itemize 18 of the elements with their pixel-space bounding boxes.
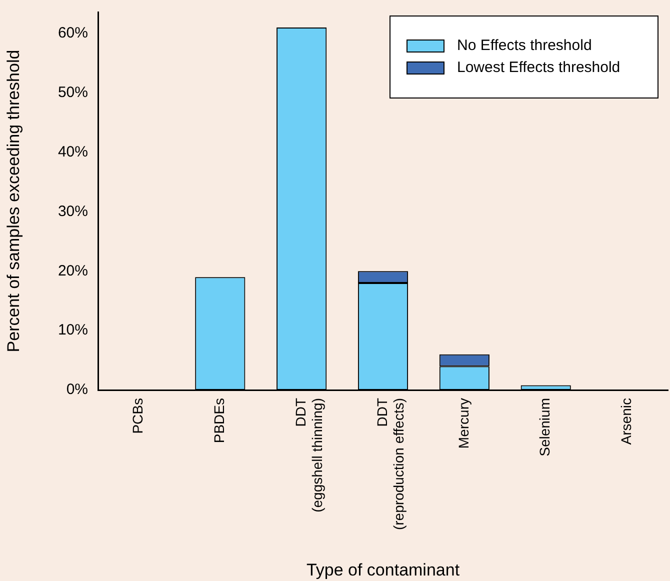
x-tick-label: Mercury [455,398,472,449]
y-tick-label: 10% [58,322,88,339]
y-tick-label: 30% [58,202,88,220]
x-tick-label: DDT (eggshell thinning) [292,398,326,512]
y-tick-label: 40% [58,143,88,160]
y-axis-title: Percent of samples exceeding threshold [4,50,23,352]
y-tick-label: 0% [66,381,88,398]
legend-label: Lowest Effects threshold [457,59,620,76]
y-tick-label: 50% [58,84,88,101]
y-tick-label: 60% [58,24,88,42]
x-tick-label: Arsenic [618,398,634,445]
y-tick-label: 20% [58,262,88,280]
x-tick-label: PCBs [130,398,146,434]
x-axis-title: Type of contaminant [306,560,460,580]
x-tick-label: DDT (reproduction effects) [374,398,407,530]
x-tick-label: Selenium [536,398,553,456]
x-tick-label: PBDEs [211,398,227,444]
legend-label: No Effects threshold [457,37,592,54]
